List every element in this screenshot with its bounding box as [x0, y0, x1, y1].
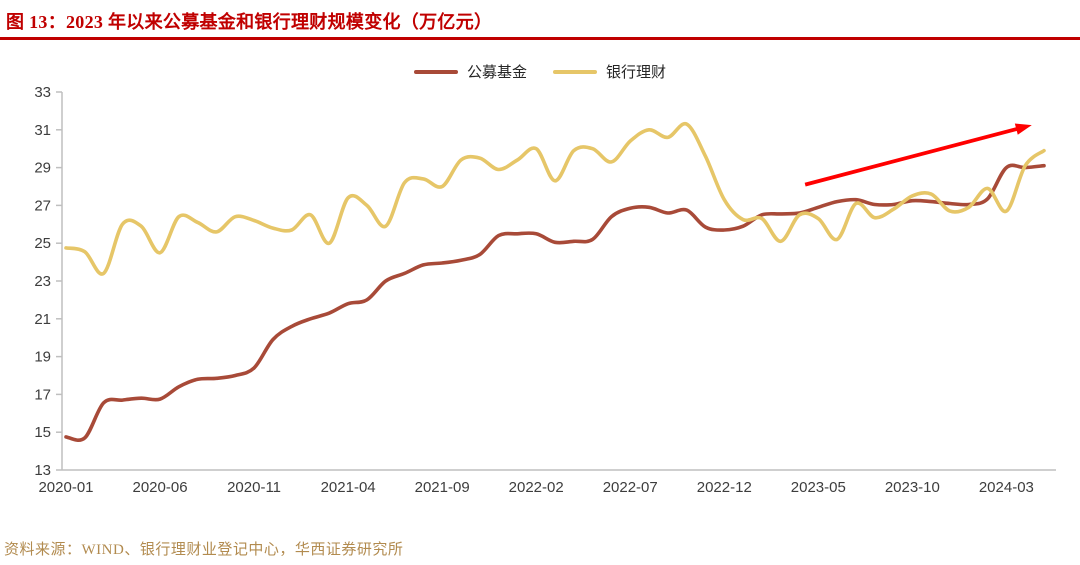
legend-item-wmp: 银行理财 — [553, 61, 666, 82]
y-tick-label: 27 — [34, 197, 51, 214]
x-tick-label: 2023-05 — [791, 479, 846, 496]
legend-item-fund: 公募基金 — [413, 61, 527, 82]
title-divider — [0, 37, 1080, 40]
x-tick-label: 2022-12 — [697, 479, 752, 496]
x-tick-label: 2020-11 — [227, 479, 281, 496]
y-tick-label: 23 — [34, 273, 51, 290]
trend-arrow — [804, 123, 1032, 187]
y-tick-label: 13 — [34, 462, 51, 479]
fund-line — [64, 163, 1046, 442]
y-tick-label: 17 — [34, 386, 51, 403]
y-tick-label: 29 — [34, 160, 51, 177]
legend-label-wmp: 银行理财 — [606, 65, 667, 81]
y-tick-label: 33 — [34, 84, 51, 101]
x-tick-label: 2022-07 — [603, 479, 658, 496]
y-tick-label: 25 — [34, 235, 51, 252]
wmp-line — [64, 121, 1046, 276]
y-tick-label: 31 — [34, 122, 51, 139]
x-tick-label: 2020-06 — [133, 479, 188, 496]
y-tick-label: 15 — [34, 424, 51, 441]
y-axis-ticks: 13 15 17 19 21 23 25 27 29 31 33 — [34, 84, 62, 479]
fund-line-swatch — [413, 69, 458, 74]
y-tick-label: 19 — [34, 349, 51, 366]
trend-arrow-head — [1014, 123, 1032, 135]
y-tick-label: 21 — [34, 311, 51, 328]
x-tick-label: 2022-02 — [509, 479, 564, 496]
trend-arrow-shaft — [804, 126, 1020, 187]
legend-label-fund: 公募基金 — [466, 65, 527, 81]
figure-title: 图 13：2023 年以来公募基金和银行理财规模变化（万亿元） — [6, 12, 493, 32]
source-note: 资料来源：WIND、银行理财业登记中心，华西证券研究所 — [4, 542, 404, 558]
chart-legend: 公募基金 银行理财 — [0, 61, 1080, 82]
x-tick-label: 2023-10 — [885, 479, 940, 496]
x-axis-labels: 2020-01 2020-06 2020-11 2021-04 2021-09 2022-… — [38, 479, 1033, 496]
x-tick-label: 2021-04 — [321, 479, 376, 496]
wmp-line-swatch — [553, 69, 597, 74]
x-tick-label: 2020-01 — [38, 479, 93, 496]
x-tick-label: 2024-03 — [979, 479, 1034, 496]
x-tick-label: 2021-09 — [415, 479, 470, 496]
